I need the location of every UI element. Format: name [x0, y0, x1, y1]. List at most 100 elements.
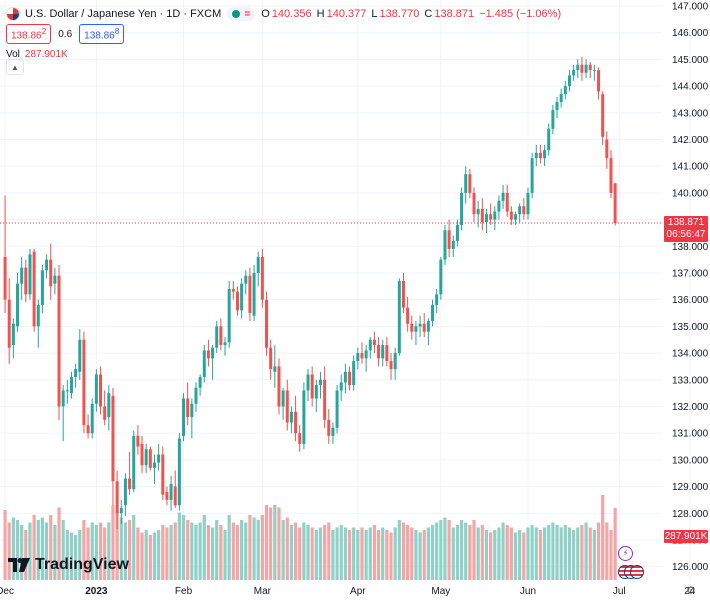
candle: [327, 409, 331, 444]
candle: [277, 358, 281, 415]
candle-body: [16, 283, 20, 327]
sell-button[interactable]: 138.862: [6, 24, 52, 44]
candle: [381, 339, 385, 367]
candle-body: [385, 345, 389, 362]
candle-body: [190, 403, 194, 418]
candle: [256, 251, 260, 287]
candle: [202, 345, 206, 383]
settings-gear-icon[interactable]: ⚙: [686, 585, 696, 597]
volume-bar: [484, 530, 489, 580]
volume-bar: [518, 530, 522, 580]
price-tick-label: 144.000: [672, 82, 709, 93]
time-tick-label: Feb: [175, 586, 193, 597]
volume-bar: [65, 530, 69, 580]
candle-body: [592, 70, 596, 72]
volume-bar: [397, 520, 401, 580]
candle: [343, 363, 347, 394]
candle: [480, 198, 484, 231]
candle: [435, 288, 439, 314]
candle: [584, 59, 588, 79]
price-tick-label: 126.000: [672, 562, 709, 573]
candle-body: [99, 374, 103, 407]
candle: [136, 425, 140, 455]
candle-body: [327, 419, 331, 436]
candle-body: [543, 150, 547, 159]
candle: [74, 363, 78, 388]
candle-body: [377, 345, 381, 359]
candle-body: [45, 259, 49, 271]
volume-bar: [430, 525, 435, 580]
candle-body: [173, 486, 177, 506]
candle: [426, 318, 430, 346]
change-value: −1.485 (−1.06%): [479, 8, 562, 20]
candle-body: [476, 208, 480, 215]
candle-body: [298, 433, 302, 444]
volume-bar: [57, 507, 61, 580]
candle-body: [285, 390, 289, 423]
candle: [152, 454, 156, 484]
volume-bar: [111, 505, 115, 580]
candle: [107, 385, 111, 431]
volume-value: 287.901K: [24, 48, 68, 60]
candle-body: [534, 152, 538, 159]
volume-bar: [513, 532, 518, 580]
candle: [215, 321, 219, 354]
flash-event-icon[interactable]: ⚡: [618, 546, 633, 561]
time-tick-label: Mar: [254, 586, 272, 597]
volume-bar: [198, 522, 202, 580]
candle-body: [343, 371, 347, 383]
candle-body: [572, 70, 576, 76]
volume-bar: [393, 527, 397, 580]
candle-body: [277, 366, 281, 407]
market-status-button[interactable]: =: [227, 7, 256, 21]
buy-button[interactable]: 138.868: [79, 24, 125, 44]
candle-body: [90, 403, 94, 434]
candle-body: [20, 267, 24, 284]
candle-body: [451, 240, 455, 249]
symbol-title[interactable]: U.S. Dollar / Japanese Yen · 1D · FXCM: [25, 8, 222, 20]
candle-body: [269, 347, 273, 370]
tradingview-logo[interactable]: TradingView: [8, 556, 129, 574]
volume-bar: [372, 525, 377, 580]
candle-body: [252, 272, 256, 316]
volume-bar: [327, 522, 331, 580]
candle-body: [161, 454, 165, 495]
candle: [190, 398, 194, 439]
candle: [298, 425, 302, 452]
candle-body: [601, 94, 605, 137]
candle-body: [248, 275, 252, 314]
candle-body: [348, 371, 352, 386]
candle: [318, 371, 322, 399]
candle-body: [260, 256, 264, 300]
volume-label[interactable]: Vol: [6, 48, 20, 60]
price-tick-label: 135.000: [672, 322, 709, 333]
candle-body: [609, 158, 613, 193]
candle: [20, 256, 24, 300]
candle: [372, 331, 376, 354]
volume-bar: [144, 530, 148, 580]
candle-body: [223, 342, 227, 346]
volume-bar: [186, 520, 190, 580]
candle: [509, 206, 513, 225]
volume-bar: [252, 517, 256, 580]
volume-bar: [542, 527, 547, 580]
candle-body: [273, 366, 277, 372]
candle: [597, 67, 601, 100]
time-axis[interactable]: Dec 2023 Feb Mar Apr May Jun Jul 24: [0, 586, 696, 597]
candle: [61, 385, 65, 442]
candle-body: [128, 478, 132, 490]
us-flag-icon[interactable]: [630, 565, 644, 579]
volume-bar: [289, 525, 294, 580]
collapse-legend-button[interactable]: ▲: [6, 59, 24, 75]
volume-bar: [563, 525, 567, 580]
open-label: O: [261, 8, 270, 20]
candle-body: [231, 288, 235, 292]
candle-body: [360, 353, 364, 359]
candle: [572, 64, 576, 81]
candle-body: [426, 321, 430, 332]
candle: [348, 366, 352, 391]
volume-bar: [210, 527, 215, 580]
candle-body: [323, 379, 327, 420]
candle-body: [206, 350, 210, 359]
